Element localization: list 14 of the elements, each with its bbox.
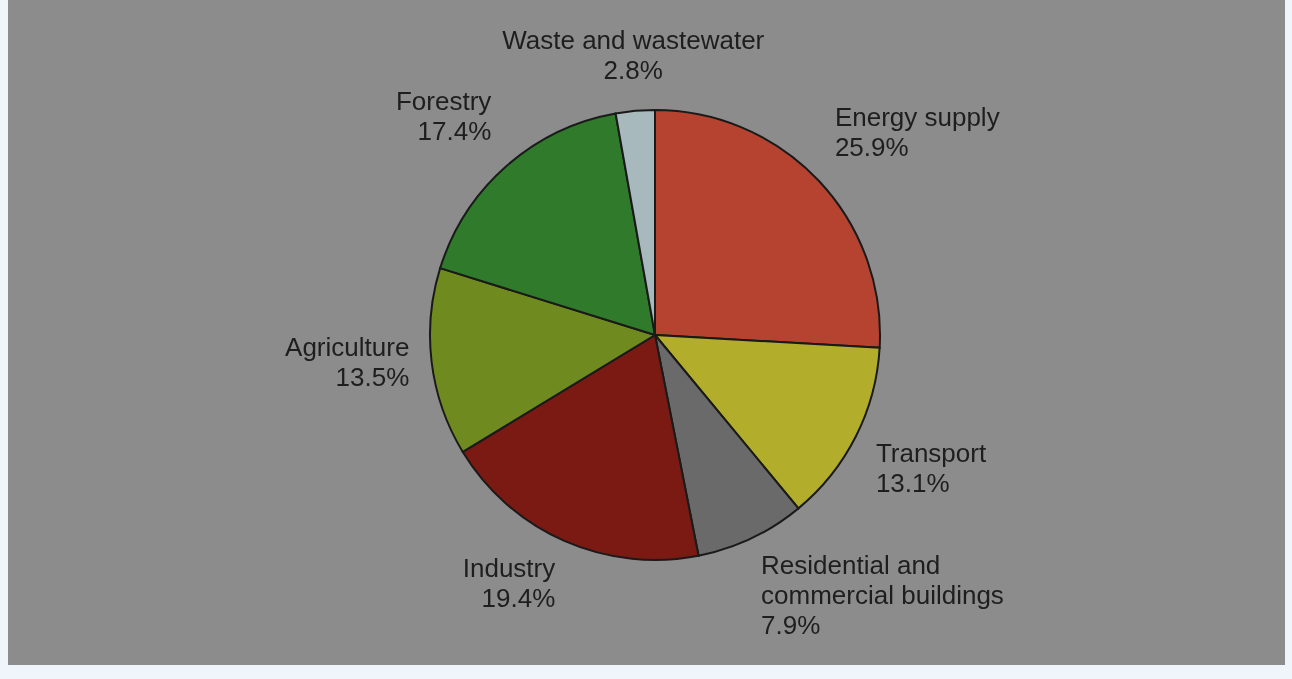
data-label: 13.1% xyxy=(875,468,950,499)
data-label: 19.4% xyxy=(481,583,556,614)
data-label: 17.4% xyxy=(417,116,492,147)
data-label: 2.8% xyxy=(603,55,663,86)
slice-label: Industry xyxy=(462,553,556,584)
slice-label: Energy supply xyxy=(834,102,1000,133)
slice-label: Forestry xyxy=(395,86,492,117)
data-label: 25.9% xyxy=(834,131,909,162)
slice-label: Agriculture xyxy=(285,332,410,363)
slice-label: Residential and commercial buildings xyxy=(761,550,1004,611)
data-label: 7.9% xyxy=(761,610,821,641)
data-label: 13.5% xyxy=(335,362,410,393)
slice-label: Waste and wastewater xyxy=(502,25,765,56)
slice-label: Transport xyxy=(875,438,987,469)
